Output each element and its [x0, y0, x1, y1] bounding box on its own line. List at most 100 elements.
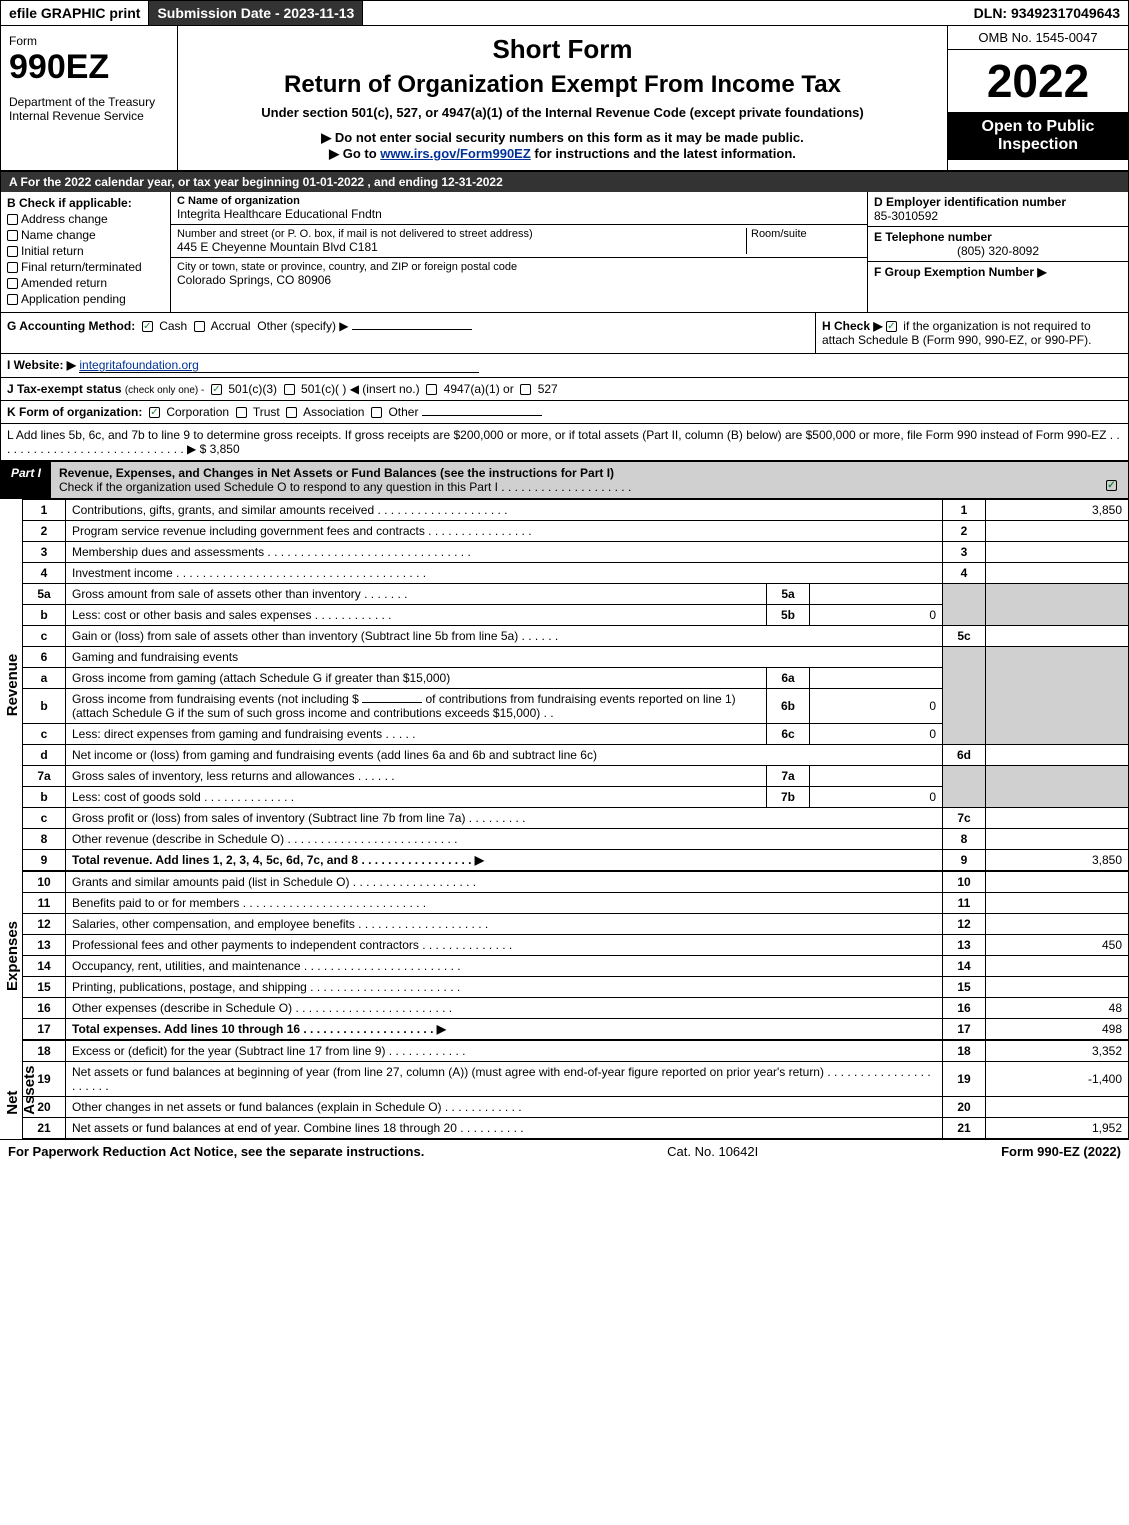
cb-527[interactable] — [520, 384, 531, 395]
line-desc: Gross sales of inventory, less returns a… — [66, 766, 767, 787]
warn-post: for instructions and the latest informat… — [531, 146, 796, 161]
line-idx: 10 — [943, 872, 986, 893]
cb-name-change[interactable]: Name change — [7, 228, 164, 242]
line-idx: 9 — [943, 850, 986, 871]
line-idx: 11 — [943, 893, 986, 914]
cb-assoc[interactable] — [286, 407, 297, 418]
k-corp: Corporation — [166, 405, 229, 419]
phone-value: (805) 320-8092 — [874, 244, 1122, 258]
line-desc: Other expenses (describe in Schedule O) … — [66, 998, 943, 1019]
line-desc: Gross income from fundraising events (no… — [66, 689, 767, 724]
cb-h[interactable] — [886, 321, 897, 332]
g-label: G Accounting Method: — [7, 319, 135, 333]
g-other-blank[interactable] — [352, 329, 472, 330]
line-desc: Membership dues and assessments . . . . … — [66, 542, 943, 563]
cb-label: Final return/terminated — [21, 260, 142, 274]
line-amt: 48 — [986, 998, 1129, 1019]
line-amt: 3,850 — [986, 850, 1129, 871]
netassets-section: Net Assets 18Excess or (deficit) for the… — [22, 1040, 1129, 1139]
form-number: 990EZ — [9, 48, 169, 87]
expenses-side-label: Expenses — [4, 920, 21, 990]
line-idx: 20 — [943, 1097, 986, 1118]
form-word: Form — [9, 34, 169, 48]
sub-idx: 6b — [767, 689, 810, 724]
city-label: City or town, state or province, country… — [177, 261, 861, 273]
part1-header: Part I Revenue, Expenses, and Changes in… — [0, 461, 1129, 499]
cb-amended-return[interactable]: Amended return — [7, 276, 164, 290]
cb-cash[interactable] — [142, 321, 153, 332]
j-opt3: 4947(a)(1) or — [444, 382, 514, 396]
sub-val: 0 — [810, 724, 943, 745]
sub-idx: 7a — [767, 766, 810, 787]
j-sub: (check only one) - — [125, 385, 204, 396]
line-desc: Gross profit or (loss) from sales of inv… — [66, 808, 943, 829]
line-amt: -1,400 — [986, 1062, 1129, 1097]
cb-initial-return[interactable]: Initial return — [7, 244, 164, 258]
line-amt — [986, 542, 1129, 563]
sub-idx: 5a — [767, 584, 810, 605]
line-amt: 3,352 — [986, 1041, 1129, 1062]
line-desc: Total expenses. Add lines 10 through 16 … — [66, 1019, 943, 1040]
line-idx: 4 — [943, 563, 986, 584]
line-amt — [986, 745, 1129, 766]
j-opt4: 527 — [538, 382, 558, 396]
line-desc: Grants and similar amounts paid (list in… — [66, 872, 943, 893]
section-def: D Employer identification number 85-3010… — [868, 192, 1128, 312]
line-amt: 498 — [986, 1019, 1129, 1040]
line-amt — [986, 1097, 1129, 1118]
cb-accrual[interactable] — [194, 321, 205, 332]
line-idx: 3 — [943, 542, 986, 563]
form-header-left: Form 990EZ Department of the Treasury In… — [1, 26, 178, 170]
cb-501c[interactable] — [284, 384, 295, 395]
line-desc: Other changes in net assets or fund bala… — [66, 1097, 943, 1118]
cb-part1-scho[interactable] — [1106, 480, 1117, 491]
line-desc: Program service revenue including govern… — [66, 521, 943, 542]
ein-value: 85-3010592 — [874, 209, 1122, 223]
cb-trust[interactable] — [236, 407, 247, 418]
cb-application-pending[interactable]: Application pending — [7, 292, 164, 306]
form-header: Form 990EZ Department of the Treasury In… — [0, 26, 1129, 171]
line-desc: Occupancy, rent, utilities, and maintena… — [66, 956, 943, 977]
blank-contrib[interactable] — [362, 702, 422, 703]
line-idx: 15 — [943, 977, 986, 998]
section-b: B Check if applicable: Address change Na… — [1, 192, 171, 312]
d-label: D Employer identification number — [874, 195, 1122, 209]
irs-link[interactable]: www.irs.gov/Form990EZ — [380, 146, 531, 161]
line-amt — [986, 808, 1129, 829]
cb-other-org[interactable] — [371, 407, 382, 418]
g-accrual: Accrual — [211, 319, 251, 333]
section-a: A For the 2022 calendar year, or tax yea… — [0, 171, 1129, 192]
website-link[interactable]: integritafoundation.org — [79, 358, 479, 373]
cb-label: Address change — [21, 212, 108, 226]
line-idx: 17 — [943, 1019, 986, 1040]
warn-goto: ▶ Go to www.irs.gov/Form990EZ for instru… — [186, 146, 939, 162]
line-idx: 12 — [943, 914, 986, 935]
line-desc: Other revenue (describe in Schedule O) .… — [66, 829, 943, 850]
cb-4947[interactable] — [426, 384, 437, 395]
section-c: C Name of organization Integrita Healthc… — [171, 192, 868, 312]
line-desc: Salaries, other compensation, and employ… — [66, 914, 943, 935]
cb-corp[interactable] — [149, 407, 160, 418]
efile-print-label[interactable]: efile GRAPHIC print — [1, 1, 149, 25]
k-other-blank[interactable] — [422, 415, 542, 416]
form-title: Return of Organization Exempt From Incom… — [186, 71, 939, 99]
part1-tab: Part I — [1, 462, 51, 498]
short-form-label: Short Form — [186, 34, 939, 65]
line-desc: Gross amount from sale of assets other t… — [66, 584, 767, 605]
line-amt — [986, 521, 1129, 542]
cb-501c3[interactable] — [211, 384, 222, 395]
line-idx: 6d — [943, 745, 986, 766]
c-label: C Name of organization — [177, 195, 861, 207]
open-inspection: Open to Public Inspection — [948, 112, 1128, 160]
room-label: Room/suite — [746, 228, 861, 254]
i-label: I Website: ▶ — [7, 358, 76, 372]
line-desc: Net income or (loss) from gaming and fun… — [66, 745, 943, 766]
cb-final-return[interactable]: Final return/terminated — [7, 260, 164, 274]
revenue-table: 1Contributions, gifts, grants, and simil… — [22, 499, 1129, 871]
k-trust: Trust — [253, 405, 280, 419]
cb-address-change[interactable]: Address change — [7, 212, 164, 226]
sub-val: 0 — [810, 787, 943, 808]
line-idx: 5c — [943, 626, 986, 647]
section-l: L Add lines 5b, 6c, and 7b to line 9 to … — [0, 423, 1129, 461]
line-amt — [986, 829, 1129, 850]
